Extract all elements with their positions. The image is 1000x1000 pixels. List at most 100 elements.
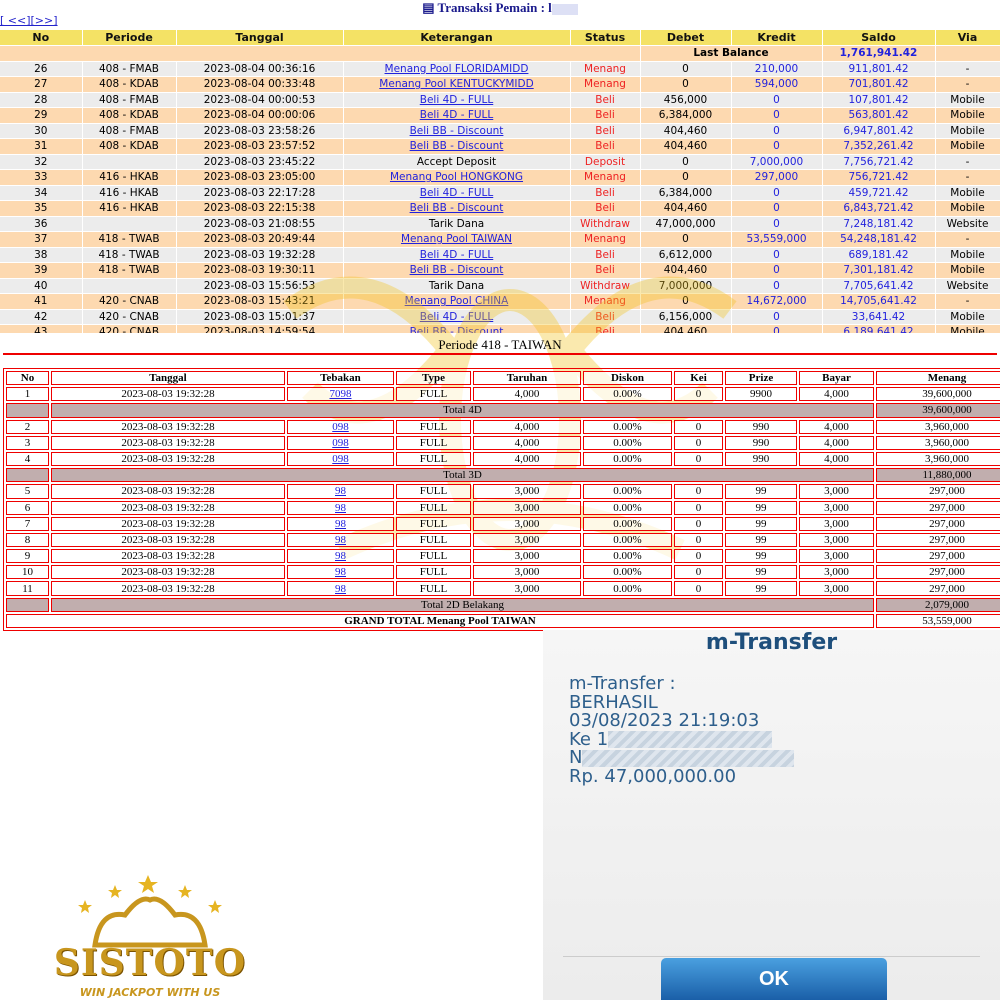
crown-icon	[78, 875, 222, 948]
cell-tanggal: 2023-08-03 21:08:55	[176, 216, 344, 232]
tebakan-link[interactable]: 98	[335, 566, 346, 579]
tebakan-link[interactable]: 7098	[329, 388, 352, 401]
cell-bayar: 3,000	[799, 500, 874, 515]
cell-kei: 0	[674, 549, 723, 564]
cell-saldo: 107,801.42	[822, 92, 936, 108]
cell-tebakan: 098	[287, 419, 394, 434]
column-header-keterangan: Keterangan	[343, 30, 571, 46]
cell-no: 28	[0, 92, 83, 108]
transaction-link[interactable]: Beli 4D - FULL	[419, 248, 494, 261]
mtransfer-name: N	[569, 748, 795, 768]
cell-prize: 9900	[725, 387, 797, 402]
transaction-link[interactable]: Beli BB - Discount	[409, 140, 504, 153]
transaction-link[interactable]: Beli 4D - FULL	[419, 186, 494, 199]
cell-no: 31	[0, 138, 83, 155]
cell-keterangan: Menang Pool FLORIDAMIDD	[343, 61, 571, 77]
ok-button[interactable]: OK	[661, 958, 887, 1000]
transaction-link[interactable]: Beli 4D - FULL	[419, 93, 494, 106]
cell-debet: 404,460	[640, 123, 732, 139]
cell-kredit: 14,672,000	[731, 293, 823, 310]
prev-page-link[interactable]: [ <<]	[0, 14, 31, 27]
cell-tanggal: 2023-08-03 23:58:26	[176, 123, 344, 139]
cell-saldo: 6,843,721.42	[822, 200, 936, 217]
transaction-link[interactable]: Beli BB - Discount	[409, 264, 504, 277]
cell-taruhan: 3,000	[473, 516, 581, 531]
cell-saldo: 7,301,181.42	[822, 262, 936, 279]
transaction-link[interactable]: Beli BB - Discount	[409, 202, 504, 215]
cell-status: Beli	[570, 247, 641, 263]
transaction-link[interactable]: Menang Pool HONGKONG	[389, 171, 524, 184]
page-title: ▤ Transaksi Pemain : l	[0, 0, 1000, 16]
cell-bayar: 3,000	[799, 516, 874, 531]
transactions-table-container[interactable]: No Periode Tanggal Keterangan Status Debet Kre…	[0, 30, 1000, 333]
cell-tanggal: 2023-08-03 19:32:28	[51, 516, 285, 531]
transaction-link[interactable]: Beli 4D - FULL	[419, 109, 494, 122]
grand-total-value: 53,559,000	[876, 613, 1000, 628]
transaction-link[interactable]: Beli BB - Discount	[409, 326, 504, 333]
redacted-account	[608, 731, 773, 748]
tebakan-link[interactable]: 98	[335, 582, 346, 595]
cell-menang: 39,600,000	[876, 387, 1000, 402]
cell-debet: 0	[640, 169, 732, 186]
cell-via: -	[935, 293, 1000, 310]
cell-no: 1	[6, 387, 49, 402]
cell-kredit: 210,000	[731, 61, 823, 77]
cell-status: Beli	[570, 138, 641, 155]
cell-kredit: 594,000	[731, 76, 823, 93]
cell-keterangan: Accept Deposit	[343, 154, 571, 170]
tebakan-link[interactable]: 98	[335, 485, 346, 498]
cell-keterangan: Beli BB - Discount	[343, 200, 571, 217]
cell-bayar: 4,000	[799, 419, 874, 434]
subtotal-value: 2,079,000	[876, 597, 1000, 612]
cell-debet: 7,000,000	[640, 278, 732, 294]
cell-kredit: 0	[731, 92, 823, 108]
tebakan-link[interactable]: 098	[332, 436, 349, 449]
cell-diskon: 0.00%	[583, 549, 672, 564]
logo-wordmark: SISTOTO	[53, 942, 247, 984]
transaction-link[interactable]: Menang Pool TAIWAN	[400, 233, 513, 246]
tebakan-link[interactable]: 98	[335, 550, 346, 563]
cell-no: 33	[0, 169, 83, 186]
bet-row: 6 2023-08-03 19:32:28 98 FULL 3,000 0.00% 0 99 3…	[6, 500, 1000, 515]
cell-status: Beli	[570, 324, 641, 333]
column-header-bayar: Bayar	[799, 371, 874, 386]
mtransfer-amount: Rp. 47,000,000.00	[569, 765, 737, 787]
cell-tebakan: 98	[287, 549, 394, 564]
cell-keterangan: Menang Pool CHINA	[343, 293, 571, 310]
cell-no: 42	[0, 309, 83, 325]
last-balance-row: Last Balance 1,761,941.42	[0, 45, 1000, 62]
cell-type: FULL	[396, 532, 471, 548]
divider	[563, 956, 980, 957]
tebakan-link[interactable]: 98	[335, 517, 346, 530]
cell-no: 30	[0, 123, 83, 139]
transaction-link[interactable]: Beli BB - Discount	[409, 124, 504, 137]
cell-debet: 404,460	[640, 262, 732, 279]
cell-prize: 99	[725, 532, 797, 548]
tebakan-link[interactable]: 098	[332, 453, 349, 466]
transaction-link[interactable]: Menang Pool FLORIDAMIDD	[384, 62, 529, 75]
cell-menang: 297,000	[876, 549, 1000, 564]
transaction-link[interactable]: Menang Pool KENTUCKYMIDD	[379, 78, 534, 91]
transaction-link[interactable]: Beli 4D - FULL	[419, 310, 494, 323]
column-header-no: No	[0, 30, 83, 46]
tebakan-link[interactable]: 98	[335, 501, 346, 514]
cell-tebakan: 98	[287, 532, 394, 548]
tebakan-link[interactable]: 98	[335, 533, 346, 546]
next-page-link[interactable]: [>>]	[30, 14, 58, 27]
cell-periode	[82, 216, 177, 232]
cell-kredit: 0	[731, 324, 823, 333]
cell-saldo: 7,705,641.42	[822, 278, 936, 294]
cell-bayar: 3,000	[799, 565, 874, 580]
cell-periode: 416 - HKAB	[82, 200, 177, 217]
cell-tanggal: 2023-08-03 19:32:28	[51, 435, 285, 450]
cell-prize: 990	[725, 435, 797, 450]
cell-tanggal: 2023-08-03 15:01:37	[176, 309, 344, 325]
cell-type: FULL	[396, 435, 471, 450]
cell-kei: 0	[674, 419, 723, 434]
transaction-link[interactable]: Menang Pool CHINA	[404, 295, 509, 308]
tebakan-link[interactable]: 098	[332, 420, 349, 433]
cell-kredit: 0	[731, 309, 823, 325]
cell-type: FULL	[396, 387, 471, 402]
cell-prize: 99	[725, 581, 797, 596]
cell-keterangan: Beli 4D - FULL	[343, 247, 571, 263]
